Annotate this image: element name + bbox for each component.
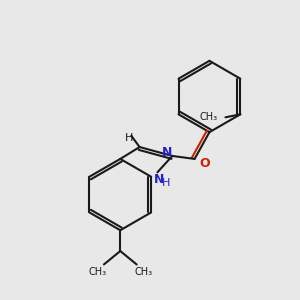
Text: N: N [154,173,164,186]
Text: N: N [162,146,172,159]
Text: CH₃: CH₃ [134,267,152,278]
Text: CH₃: CH₃ [200,112,218,122]
Text: CH₃: CH₃ [88,267,106,278]
Text: O: O [200,157,210,170]
Text: H: H [162,178,170,188]
Text: H: H [125,133,134,143]
